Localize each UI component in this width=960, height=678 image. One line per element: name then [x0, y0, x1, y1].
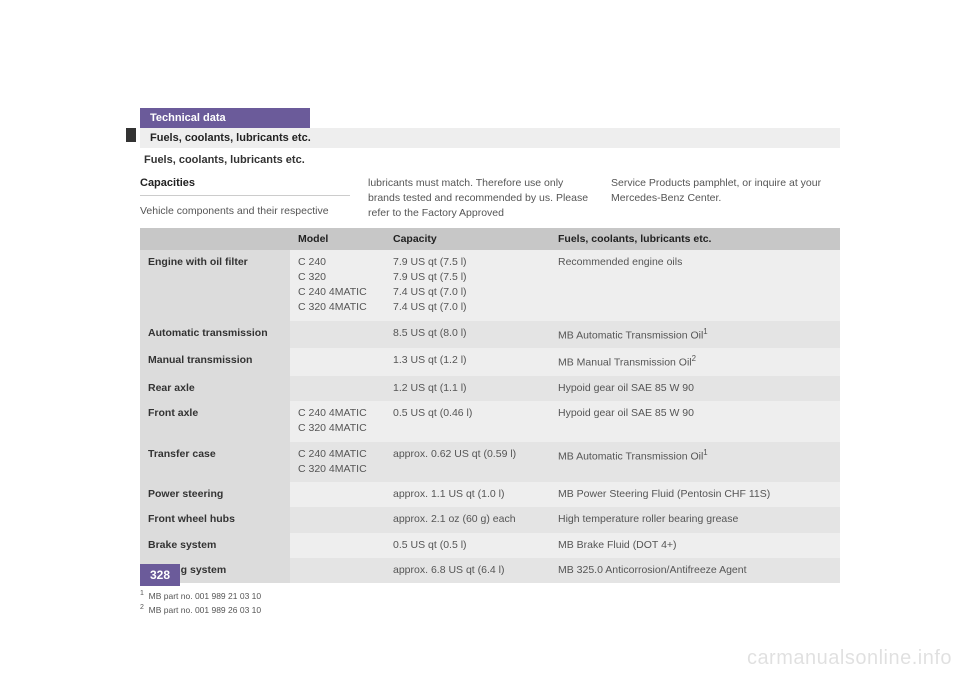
capacities-table: Model Capacity Fuels, coolants, lubrican… [140, 228, 840, 583]
cell-capacity: 0.5 US qt (0.46 l) [385, 401, 550, 441]
intro-col3: Service Products pamphlet, or inquire at… [611, 176, 836, 222]
cell-fluids: MB Automatic Transmission Oil1 [550, 321, 840, 349]
table-row: Rear axle 1.2 US qt (1.1 l)Hypoid gear oi… [140, 376, 840, 401]
cell-component: Automatic transmission [140, 321, 290, 349]
cell-fluids: MB Manual Transmission Oil2 [550, 348, 840, 376]
cell-component: Transfer case [140, 442, 290, 482]
cell-fluids: MB 325.0 Anticorrosion/Antifreeze Agent [550, 558, 840, 583]
cell-capacity: approx. 2.1 oz (60 g) each [385, 507, 550, 532]
cell-component: Rear axle [140, 376, 290, 401]
cell-capacity: 0.5 US qt (0.5 l) [385, 533, 550, 558]
cell-model: C 240C 320C 240 4MATICC 320 4MATIC [290, 250, 385, 321]
cell-capacity: 1.3 US qt (1.2 l) [385, 348, 550, 376]
cell-model [290, 321, 385, 349]
table-header-row: Model Capacity Fuels, coolants, lubrican… [140, 228, 840, 250]
cell-component: Manual transmission [140, 348, 290, 376]
cell-model [290, 376, 385, 401]
subheader-1: Fuels, coolants, lubricants etc. [140, 128, 840, 148]
page-number: 328 [140, 564, 180, 586]
cell-capacity: 8.5 US qt (8.0 l) [385, 321, 550, 349]
page-content: Technical data Fuels, coolants, lubrican… [140, 108, 860, 616]
cell-component: Brake system [140, 533, 290, 558]
side-marker [126, 128, 136, 142]
footnote-2: MB part no. 001 989 26 03 10 [149, 604, 261, 614]
cell-model: C 240 4MATICC 320 4MATIC [290, 442, 385, 482]
cell-fluids: Recommended engine oils [550, 250, 840, 321]
cell-model: C 240 4MATICC 320 4MATIC [290, 401, 385, 441]
cell-fluids: High temperature roller bearing grease [550, 507, 840, 532]
table-row: Front axleC 240 4MATICC 320 4MATIC0.5 US… [140, 401, 840, 441]
capacities-heading: Capacities [140, 176, 350, 196]
cell-fluids: MB Brake Fluid (DOT 4+) [550, 533, 840, 558]
footnotes: 1 MB part no. 001 989 21 03 10 2 MB part… [140, 589, 860, 616]
cell-fluids: MB Automatic Transmission Oil1 [550, 442, 840, 482]
table-row: Manual transmission 1.3 US qt (1.2 l)MB M… [140, 348, 840, 376]
cell-capacity: approx. 1.1 US qt (1.0 l) [385, 482, 550, 507]
table-row: Engine with oil filterC 240C 320C 240 4M… [140, 250, 840, 321]
cell-component: Engine with oil filter [140, 250, 290, 321]
intro-col1: Vehicle components and their respective [140, 204, 350, 219]
table-row: Transfer caseC 240 4MATICC 320 4MATICapp… [140, 442, 840, 482]
cell-model [290, 533, 385, 558]
table-row: Automatic transmission 8.5 US qt (8.0 l)M… [140, 321, 840, 349]
intro-columns: Capacities Vehicle components and their … [140, 176, 860, 222]
th-component [140, 228, 290, 250]
footnote-1: MB part no. 001 989 21 03 10 [149, 591, 261, 601]
cell-component: Power steering [140, 482, 290, 507]
intro-col2: lubricants must match. Therefore use onl… [368, 176, 593, 222]
cell-capacity: 7.9 US qt (7.5 l)7.9 US qt (7.5 l)7.4 US… [385, 250, 550, 321]
table-row: Power steering approx. 1.1 US qt (1.0 l)M… [140, 482, 840, 507]
cell-fluids: Hypoid gear oil SAE 85 W 90 [550, 401, 840, 441]
cell-capacity: 1.2 US qt (1.1 l) [385, 376, 550, 401]
table-row: Brake system 0.5 US qt (0.5 l)MB Brake Fl… [140, 533, 840, 558]
cell-capacity: approx. 0.62 US qt (0.59 l) [385, 442, 550, 482]
table-row: Cooling systemapprox. 6.8 US qt (6.4 l)M… [140, 558, 840, 583]
th-model: Model [290, 228, 385, 250]
section-title: Fuels, coolants, lubricants etc. [140, 150, 840, 170]
cell-model [290, 482, 385, 507]
header-tab: Technical data [140, 108, 310, 128]
th-fluids: Fuels, coolants, lubricants etc. [550, 228, 840, 250]
cell-component: Front axle [140, 401, 290, 441]
table-row: Front wheel hubs approx. 2.1 oz (60 g) ea… [140, 507, 840, 532]
cell-capacity: approx. 6.8 US qt (6.4 l) [385, 558, 550, 583]
cell-fluids: MB Power Steering Fluid (Pentosin CHF 11… [550, 482, 840, 507]
cell-model [290, 558, 385, 583]
cell-fluids: Hypoid gear oil SAE 85 W 90 [550, 376, 840, 401]
cell-component: Front wheel hubs [140, 507, 290, 532]
th-capacity: Capacity [385, 228, 550, 250]
watermark: carmanualsonline.info [747, 647, 952, 670]
cell-model [290, 348, 385, 376]
cell-model [290, 507, 385, 532]
